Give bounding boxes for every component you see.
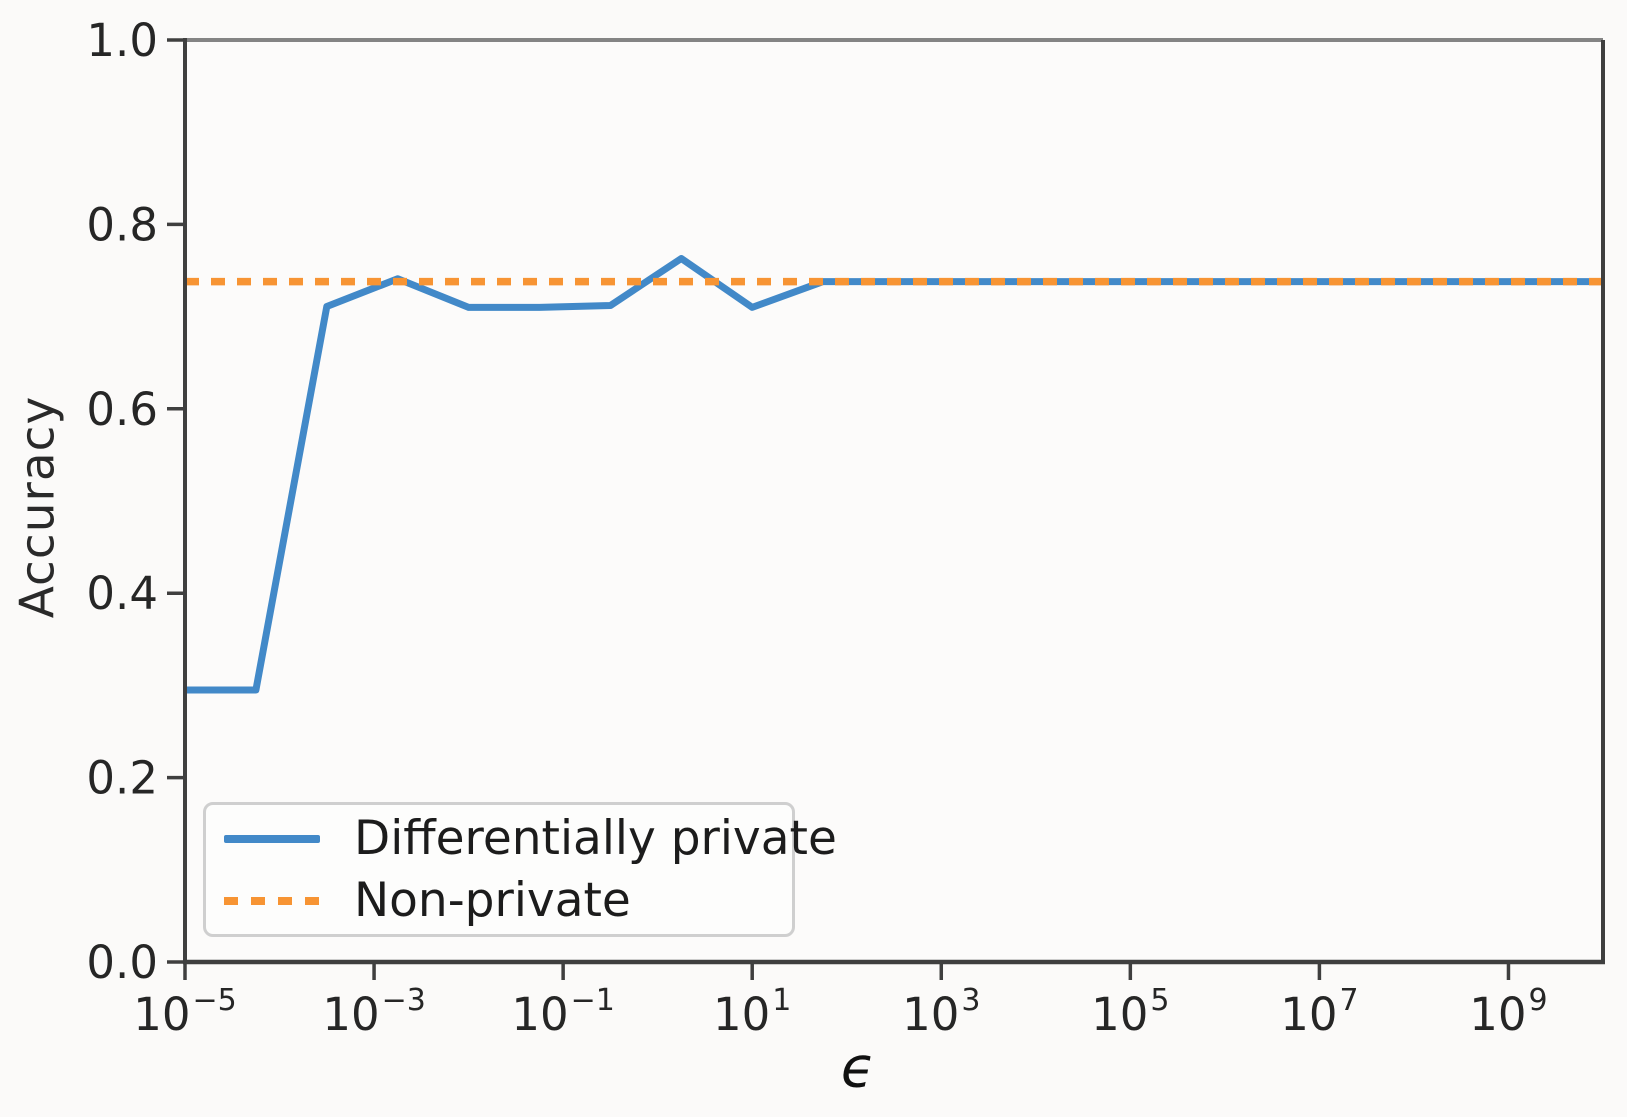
y-tick-label: 0.6 — [86, 383, 158, 436]
y-tick-label: 0.0 — [86, 936, 158, 989]
x-tick-label: 109 — [1469, 983, 1547, 1041]
solid-line-swatch-icon — [224, 834, 320, 843]
legend-swatch-box — [224, 834, 324, 843]
x-tick-label: 105 — [1091, 983, 1169, 1041]
legend-swatch-box — [224, 896, 324, 905]
y-axis-label: Accuracy — [10, 395, 66, 619]
legend-label: Non-private — [354, 873, 631, 928]
x-tick-label: 101 — [713, 983, 791, 1041]
x-tick-label: 107 — [1280, 983, 1358, 1041]
y-tick-label: 0.4 — [86, 567, 158, 620]
x-axis-label: ϵ — [840, 1035, 876, 1101]
legend: Differentially private Non-private — [203, 802, 837, 937]
x-tick-label: 10−5 — [133, 983, 237, 1041]
x-tick-label: 10−3 — [322, 983, 426, 1041]
dotted-line-swatch-icon — [224, 896, 320, 905]
legend-entry-non-private: Non-private — [224, 873, 782, 928]
legend-label: Differentially private — [354, 811, 837, 866]
y-tick-label: 0.2 — [86, 752, 158, 805]
x-tick-label: 103 — [902, 983, 980, 1041]
legend-entry-differentially-private: Differentially private — [224, 811, 837, 866]
y-tick-label: 0.8 — [86, 198, 158, 251]
x-tick-label: 10−1 — [511, 983, 615, 1041]
y-tick-label: 1.0 — [86, 14, 158, 67]
